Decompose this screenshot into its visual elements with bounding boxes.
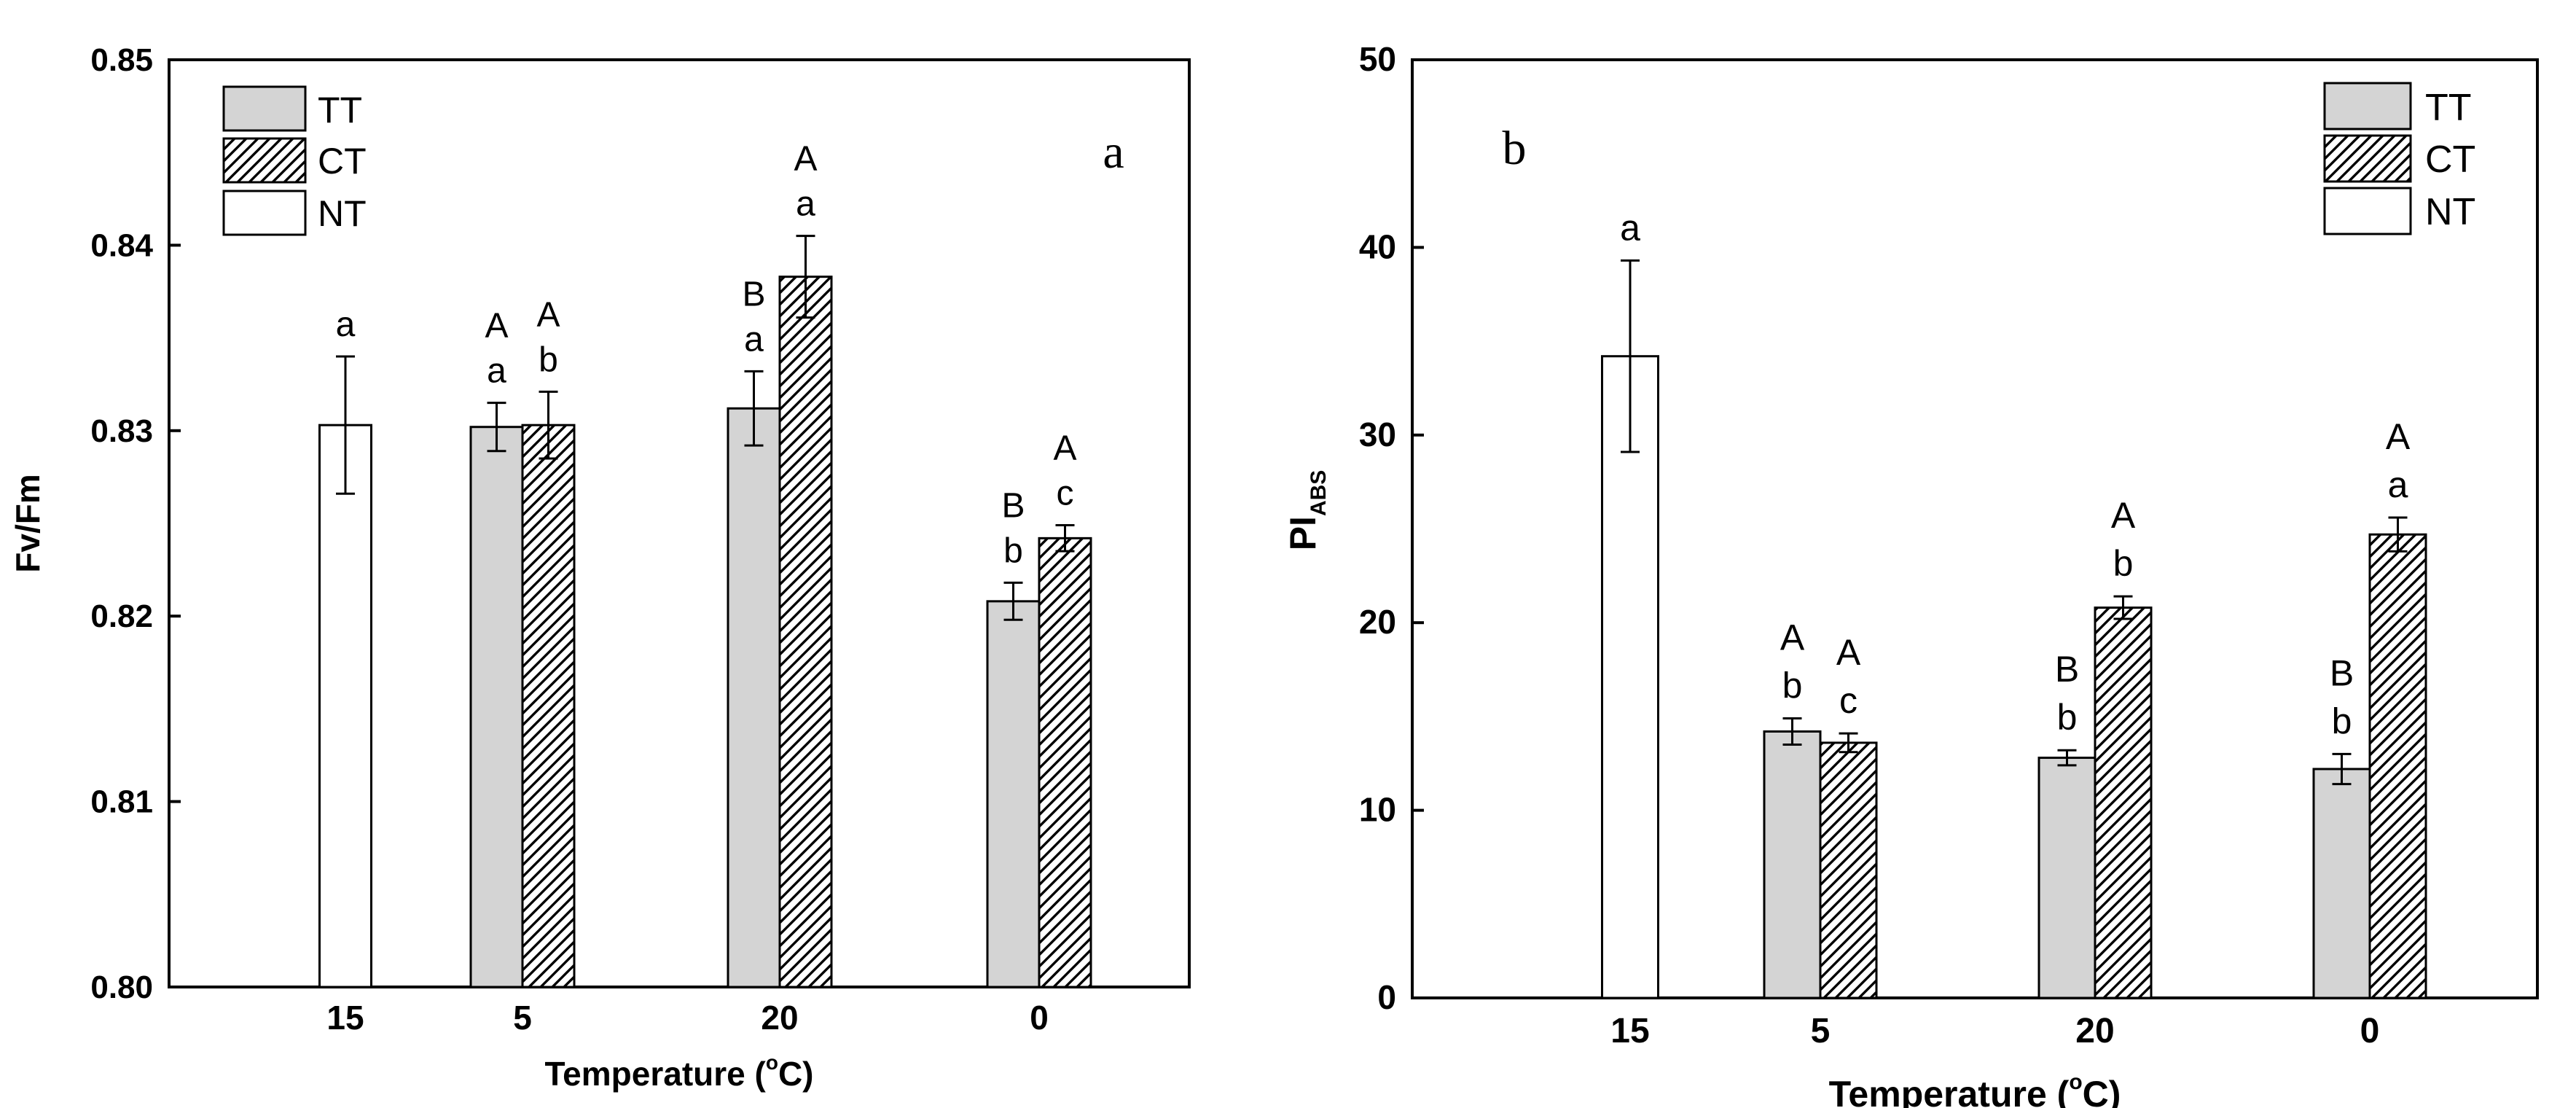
x-tick-label-a: 0	[1030, 999, 1049, 1037]
x-tick-label-b: 5	[1811, 1012, 1831, 1050]
significance-letter-b: b	[2057, 697, 2078, 738]
panel-label-a: a	[1103, 125, 1124, 179]
plot-frame-a	[168, 58, 1191, 988]
bar-tt-a	[727, 407, 781, 988]
significance-letter-a: a	[796, 185, 815, 224]
significance-letter-b: A	[2111, 495, 2136, 536]
legend-label-ct-b: CT	[2425, 138, 2475, 181]
y-axis-label-b: PIABS	[1283, 470, 1331, 551]
bar-nt-b	[1601, 355, 1659, 999]
significance-letter-b: b	[2113, 543, 2134, 584]
legend-label-nt-a: NT	[318, 193, 367, 234]
bar-ct-b	[2368, 533, 2427, 999]
significance-letter-b: A	[1836, 632, 1861, 673]
legend-swatch-ct-b	[2323, 134, 2412, 183]
bar-ct-b	[2094, 606, 2153, 999]
x-tick-label-b: 20	[2075, 1012, 2114, 1050]
y-tick-label-b: 50	[1359, 40, 1396, 78]
panel-a: 0.800.810.820.830.840.85 15 5 20 0 a AaAbBaA…	[9, 42, 1191, 1093]
y-axis-b: 0 10 20 30 40 50	[1359, 40, 1424, 1016]
legend-b: TT CT NT	[2323, 82, 2475, 235]
y-tick-label-a: 0.80	[90, 970, 153, 1005]
x-tick-label-a: 5	[513, 999, 532, 1037]
significance-letter-a: b	[1003, 531, 1023, 570]
x-tick-label-b: 0	[2360, 1012, 2380, 1050]
x-axis-label-a: Temperature (oC)	[545, 1051, 814, 1093]
x-tick-label-a: 15	[326, 999, 364, 1037]
significance-letter-a: A	[485, 307, 508, 346]
legend-swatch-ct-a	[222, 137, 307, 184]
significance-letter-a: B	[742, 275, 765, 313]
significance-letter-a: A	[1053, 429, 1076, 468]
bar-tt-b	[2037, 757, 2097, 999]
significance-letter-b: a	[2388, 464, 2408, 505]
y-tick-label-b: 0	[1377, 978, 1396, 1016]
significance-letter-a: a	[744, 320, 764, 359]
bar-tt-b	[2312, 768, 2371, 999]
plot-frame-b	[1411, 58, 2539, 999]
y-tick-label-b: 10	[1359, 791, 1396, 829]
significance-letter-a: A	[794, 140, 817, 179]
y-tick-label-b: 40	[1359, 227, 1396, 265]
significance-letter-a: B	[1001, 486, 1025, 525]
bar-nt-a	[318, 424, 372, 988]
y-tick-label-b: 20	[1359, 603, 1396, 641]
significance-letter-a: a	[487, 352, 506, 391]
significance-letter-b: b	[1782, 665, 1803, 706]
legend-swatch-nt-b	[2323, 187, 2412, 235]
y-tick-label-a: 0.85	[90, 42, 153, 78]
significance-letter-b: a	[1620, 207, 1640, 248]
bar-tt-a	[986, 600, 1041, 988]
bar-tt-b	[1763, 730, 1822, 999]
x-axis-label-b: Temperature (oC)	[1829, 1070, 2121, 1108]
legend-a: TT CT NT	[222, 85, 367, 236]
bar-ct-a	[778, 276, 833, 988]
y-tick-label-b: 30	[1359, 416, 1396, 453]
significance-letter-a: b	[539, 340, 558, 379]
significance-letter-b: B	[2055, 649, 2079, 690]
legend-swatch-nt-a	[222, 190, 307, 236]
significance-letter-b: A	[2386, 416, 2411, 457]
y-axis-label-a: Fv/Fm	[9, 474, 47, 572]
x-tick-label-b: 15	[1610, 1012, 1649, 1050]
bar-ct-a	[521, 424, 576, 988]
legend-label-tt-a: TT	[318, 90, 362, 130]
y-tick-label-a: 0.83	[90, 413, 153, 449]
x-axis-b: 15 5 20 0	[1610, 1012, 2379, 1050]
legend-swatch-tt-b	[2323, 82, 2412, 130]
bar-ct-b	[1819, 741, 1878, 999]
legend-label-nt-b: NT	[2425, 191, 2475, 233]
legend-label-ct-a: CT	[318, 141, 367, 182]
bar-ct-a	[1038, 537, 1092, 988]
significance-letter-b: c	[1839, 680, 1857, 721]
y-tick-label-a: 0.81	[90, 784, 153, 820]
bar-tt-a	[469, 426, 524, 988]
panel-label-b: b	[1503, 122, 1527, 175]
significance-letter-b: b	[2332, 701, 2352, 741]
y-axis-a: 0.80 0.81 0.82 0.83 0.84 0.85	[90, 42, 181, 1005]
y-tick-label-a: 0.82	[90, 598, 153, 634]
significance-letter-a: A	[536, 295, 560, 334]
significance-letter-a: a	[336, 305, 356, 344]
y-tick-label-a: 0.84	[90, 227, 153, 263]
significance-letter-a: c	[1057, 475, 1074, 513]
x-axis-a: 15 5 20 0	[326, 999, 1048, 1037]
x-tick-label-a: 20	[761, 999, 798, 1037]
legend-label-tt-b: TT	[2425, 87, 2472, 129]
significance-letter-b: A	[1780, 617, 1805, 658]
significance-letter-b: B	[2330, 652, 2354, 693]
legend-swatch-tt-a	[222, 85, 307, 132]
